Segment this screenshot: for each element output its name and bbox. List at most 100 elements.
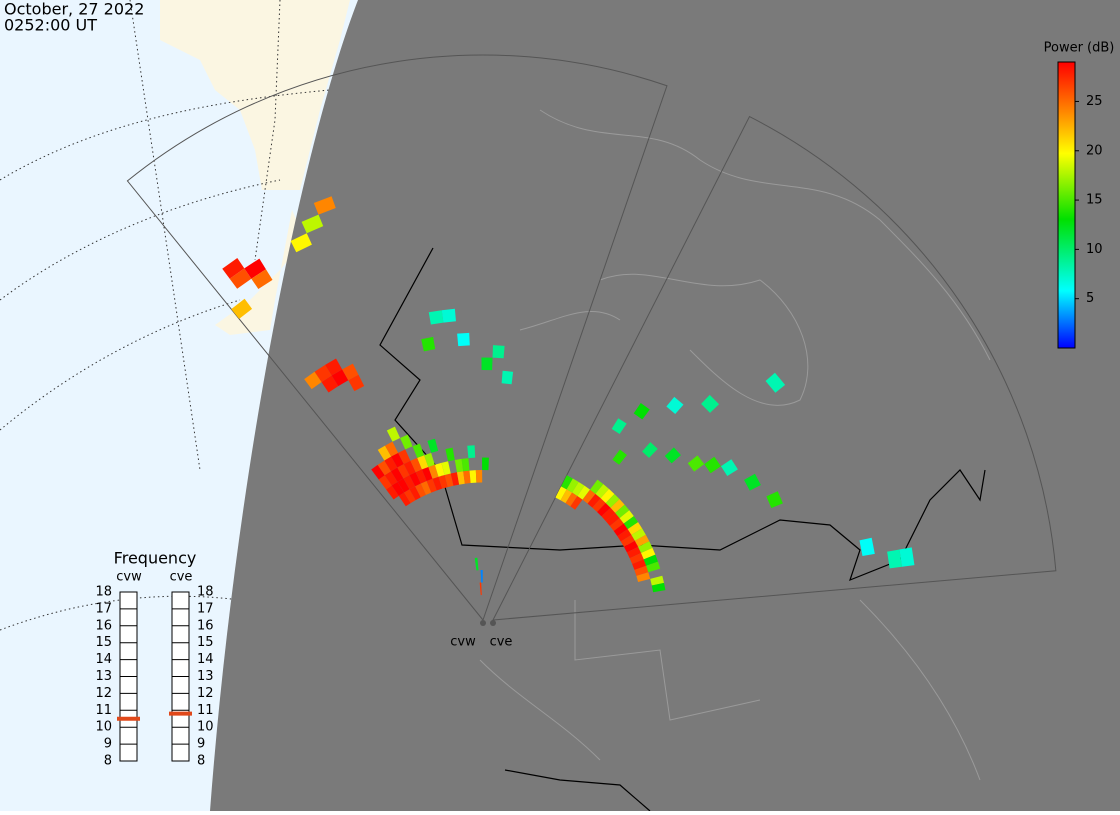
echo-cell <box>377 445 392 461</box>
frequency-tick-label: 18 <box>95 585 112 600</box>
echo-cell <box>463 470 471 484</box>
echo-cell <box>397 463 410 479</box>
echo-cell <box>409 486 421 501</box>
echo-cell <box>403 475 416 490</box>
echo-cell <box>403 460 416 476</box>
echo-cell <box>561 475 573 490</box>
graticule <box>0 0 331 631</box>
frequency-tick-label: 12 <box>197 686 214 701</box>
frequency-tick-label: 10 <box>197 720 214 735</box>
land-alaska <box>160 0 350 190</box>
echo-cell <box>415 469 427 484</box>
echo-cell <box>314 364 332 383</box>
echo-cell <box>610 499 625 513</box>
radar-label: cvw <box>450 635 476 650</box>
echo-cell <box>492 345 505 359</box>
frequency-tick-label: 14 <box>197 652 214 667</box>
echoes: cvw cve <box>222 196 915 650</box>
echo-cell <box>605 512 620 526</box>
echo-cell <box>251 269 273 290</box>
frequency-tick-label: 15 <box>95 635 112 650</box>
echo-cell <box>377 460 391 476</box>
echo-cell <box>428 310 444 325</box>
echo-cell <box>595 484 609 499</box>
radar-fans <box>126 54 1057 622</box>
echo-cell <box>687 455 705 472</box>
echo-cell <box>426 478 437 493</box>
frequency-tick-label: 17 <box>95 601 112 616</box>
colorbar-tick-label: 25 <box>1086 94 1103 109</box>
frequency-tick-label: 13 <box>197 669 214 684</box>
echo-cell <box>501 370 514 385</box>
echo-cell <box>766 491 783 509</box>
echo-cell <box>331 369 349 387</box>
echo-cell <box>301 214 324 234</box>
echo-cell <box>444 473 454 488</box>
echo-cell <box>479 582 482 596</box>
time: 0252:00 UT <box>4 16 97 35</box>
echo-cell <box>859 537 875 556</box>
echo-cell <box>342 363 359 381</box>
echo-cell <box>720 459 738 476</box>
echo-cell <box>454 458 464 473</box>
frequency-tick-label: 13 <box>95 669 112 684</box>
echo-cell <box>385 441 399 457</box>
borders <box>379 247 986 812</box>
echo-cell <box>642 442 658 458</box>
echo-cell <box>445 447 455 462</box>
echo-cell <box>566 478 579 493</box>
echo-cell <box>432 476 443 491</box>
echo-cell <box>704 456 721 474</box>
echo-cell <box>887 549 903 569</box>
echo-cell <box>386 485 399 500</box>
echo-cell <box>480 570 483 583</box>
echo-cell <box>899 547 915 567</box>
frequency-tick-label: 17 <box>197 601 214 616</box>
frequency-tick-label: 8 <box>104 754 112 769</box>
radar-label: cve <box>490 635 513 650</box>
colorbar-tick-label: 15 <box>1086 193 1103 208</box>
frequency-tick-label: 14 <box>95 652 112 667</box>
frequency-tick-label: 9 <box>197 737 205 752</box>
echo-cell <box>371 464 385 480</box>
fan-outline <box>126 54 668 622</box>
echo-cell <box>325 358 343 376</box>
echo-cell <box>572 481 585 497</box>
echo-cell <box>469 470 477 484</box>
frequency-tick-label: 18 <box>197 585 214 600</box>
echo-cell <box>651 582 666 593</box>
frequency-tick-label: 9 <box>104 737 112 752</box>
echo-cell <box>641 547 656 560</box>
echo-cell <box>398 492 411 507</box>
echo-cell <box>560 489 573 504</box>
echo-cell <box>629 553 644 565</box>
echo-cell <box>613 523 628 537</box>
echo-cell <box>570 496 583 510</box>
echo-cell <box>643 554 658 566</box>
frequency-tick-label: 16 <box>95 618 112 633</box>
echo-cell <box>582 489 596 504</box>
echo-cell <box>482 457 489 471</box>
frequency-tick-label: 12 <box>95 686 112 701</box>
echo-cell <box>555 486 567 501</box>
frequency-tick-label: 15 <box>197 635 214 650</box>
frequency-tick-label: 10 <box>95 720 112 735</box>
radar-site <box>480 620 486 626</box>
echo-cell <box>612 449 627 465</box>
echo-cell <box>615 504 630 519</box>
echo-cell <box>390 467 404 482</box>
echo-cell <box>222 258 245 279</box>
echo-cell <box>623 540 639 553</box>
echo-cell <box>244 258 266 279</box>
echo-cell <box>398 449 411 464</box>
echo-cell <box>611 418 627 435</box>
echo-cell <box>397 478 410 493</box>
echo-cell <box>461 458 470 472</box>
frequency-tick-label: 11 <box>95 703 112 718</box>
coastlines <box>479 109 991 781</box>
echo-cell <box>290 233 312 253</box>
echo-cell <box>409 472 421 487</box>
echo-cell <box>404 489 416 504</box>
echo-cell <box>378 475 392 490</box>
